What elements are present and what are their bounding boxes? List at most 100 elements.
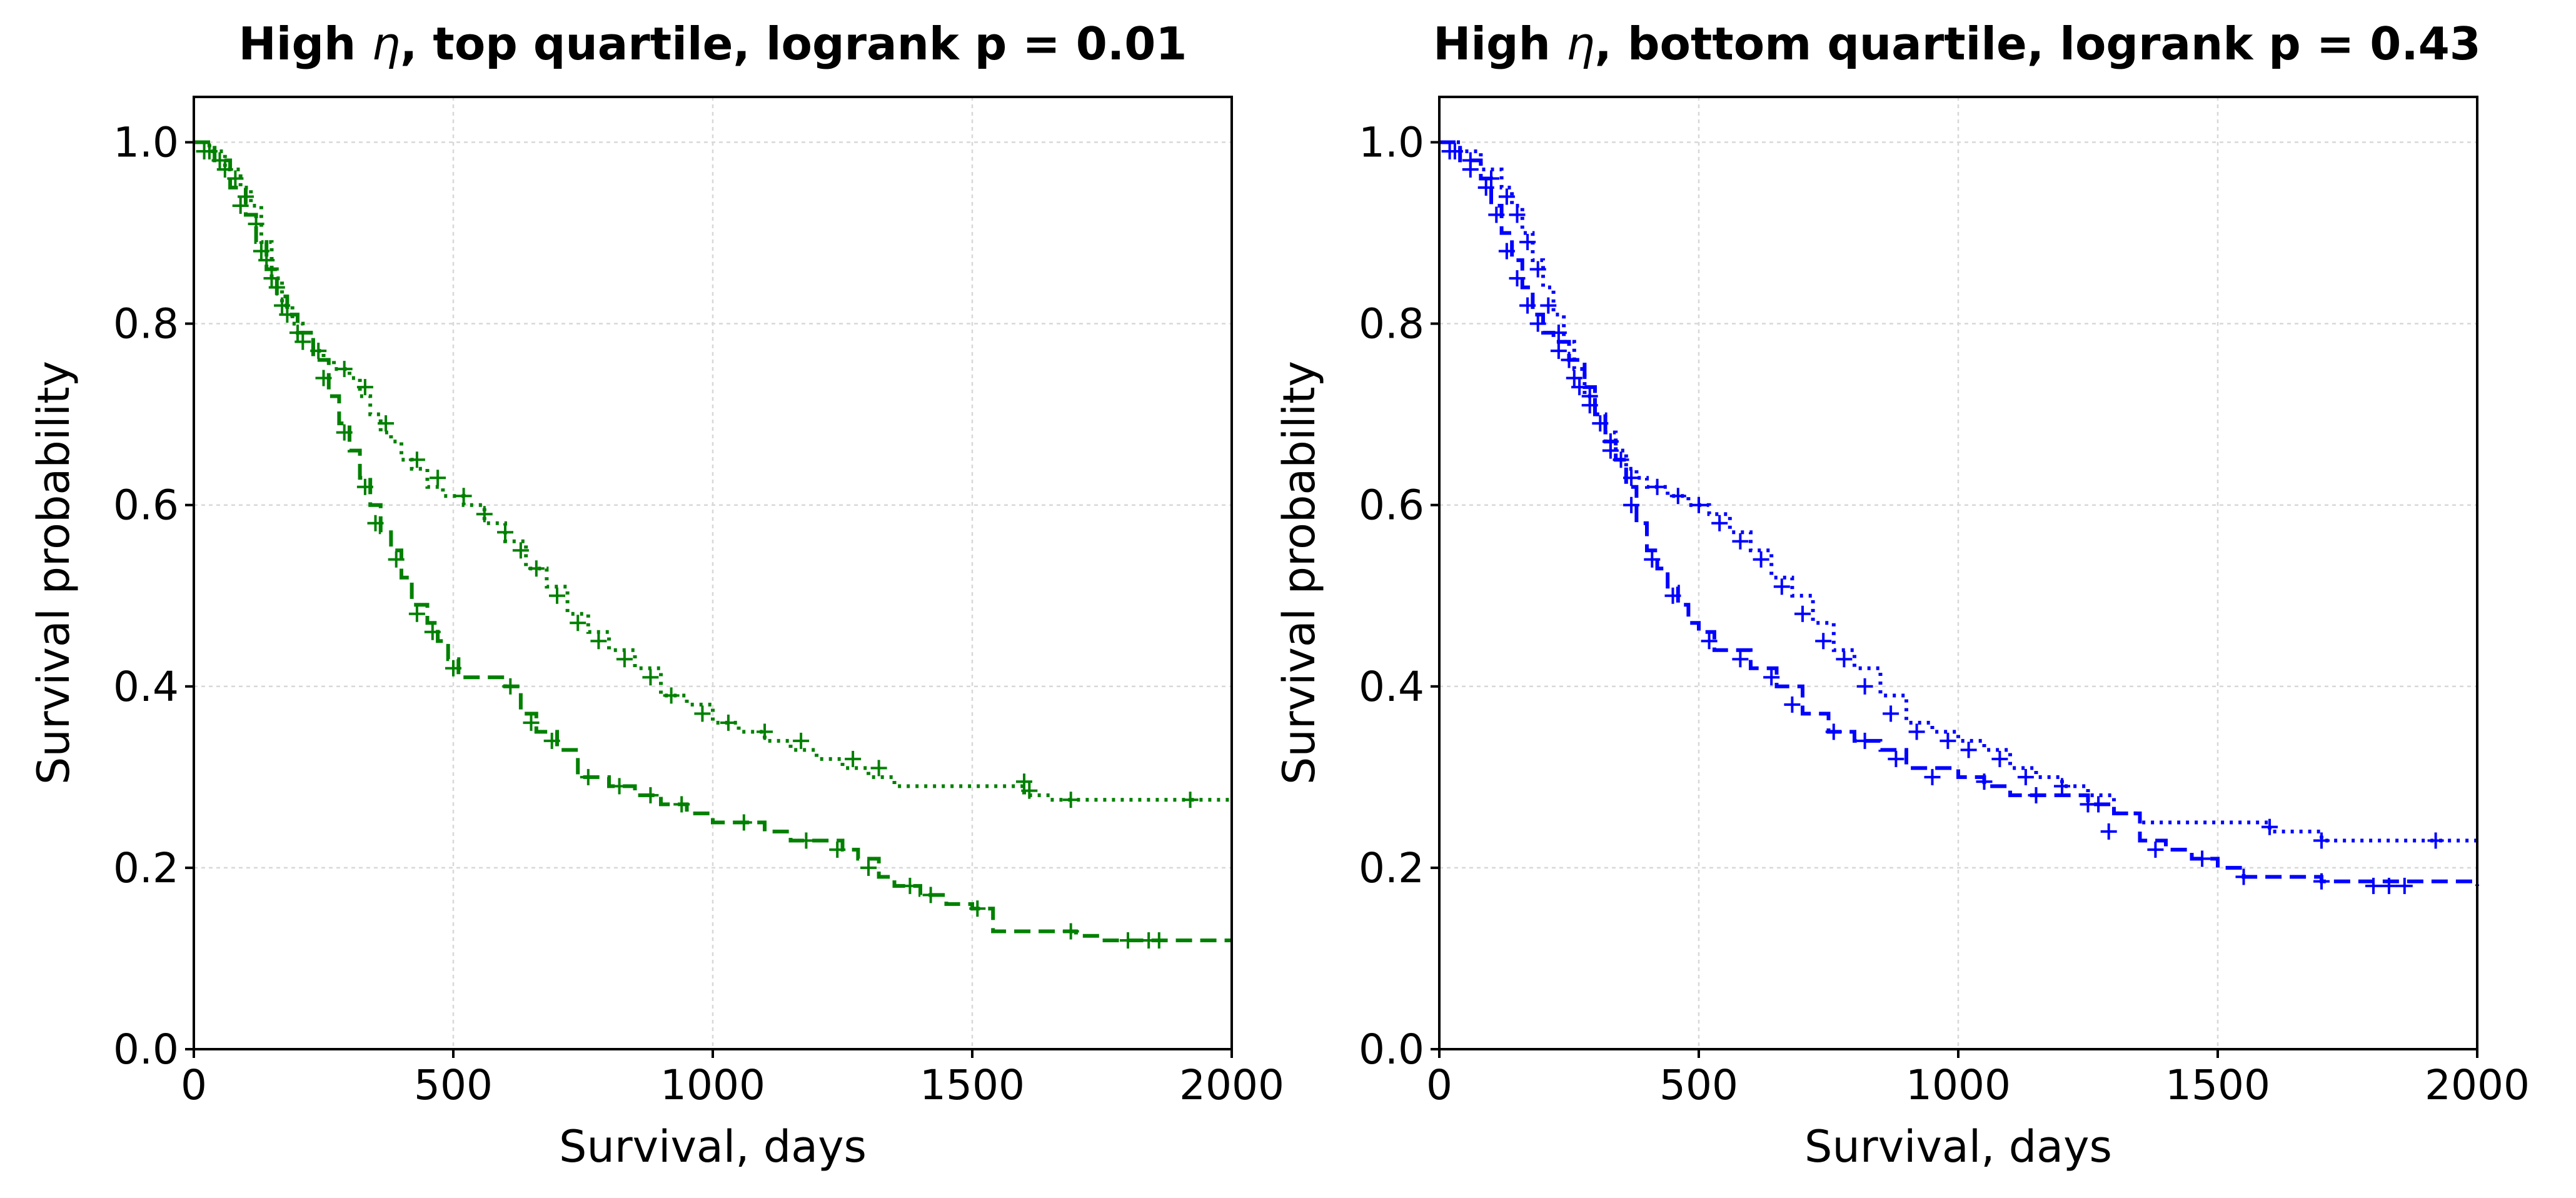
km-curve-dashed [1439, 140, 2479, 886]
x-tick-label: 500 [414, 1061, 493, 1109]
censor-mark [611, 778, 628, 795]
grid [193, 97, 1233, 1050]
censor-mark [1644, 551, 1661, 568]
censor-mark [1509, 270, 1526, 287]
ticks: 0 500 1000 1500 2000 0.0 0.2 0.4 0.6 0.8 1.0 [1359, 119, 2530, 1109]
censor-mark [1924, 768, 1941, 785]
censor-mark [1908, 723, 1925, 740]
censor-mark [642, 669, 659, 686]
censor-mark [793, 732, 810, 749]
censor-mark [1062, 792, 1079, 808]
censor-mark [1888, 750, 1904, 767]
censor-mark [455, 488, 472, 505]
x-tick-label: 1000 [1906, 1061, 2011, 1109]
censor-mark [388, 551, 405, 568]
censor-mark [315, 370, 332, 386]
censor-mark [274, 297, 291, 314]
censor-mark [1763, 669, 1780, 686]
censor-mark [1509, 206, 1526, 223]
censor-mark [1602, 442, 1619, 459]
y-tick-label: 0.8 [113, 300, 179, 348]
y-tick-label: 0.4 [113, 663, 179, 711]
x-tick-label: 500 [1659, 1061, 1738, 1109]
censor-mark [2194, 850, 2211, 867]
censor-mark [1519, 297, 1536, 314]
censor-mark [1519, 234, 1536, 251]
censor-mark [356, 478, 373, 495]
censor-mark [1120, 932, 1136, 949]
y-tick-label: 0.6 [113, 481, 179, 530]
censor-mark [673, 796, 690, 813]
censor-mark [1498, 188, 1515, 205]
x-tick-label: 1500 [920, 1061, 1025, 1109]
censor-mark [2147, 841, 2164, 858]
censor-mark [1883, 705, 1899, 722]
censor-mark [1021, 782, 1038, 799]
censor-mark [1462, 161, 1479, 178]
x-tick-label: 0 [1426, 1061, 1452, 1109]
y-tick-label: 0.4 [1359, 663, 1424, 711]
censor-mark [1062, 923, 1079, 940]
censor-mark [1477, 179, 1494, 196]
panel-title: High η, bottom quartile, logrank p = 0.4… [1433, 18, 2481, 70]
censor-mark [2396, 877, 2413, 894]
censor-mark [860, 859, 877, 876]
censor-mark [870, 760, 887, 777]
censor-mark [570, 615, 586, 632]
km-curve-dashed [194, 140, 1232, 942]
censor-mark [720, 714, 737, 731]
censor-mark [1773, 578, 1790, 595]
x-tick-label: 1000 [660, 1061, 765, 1109]
censor-mark [227, 170, 244, 187]
censor-mark [232, 198, 249, 214]
censor-mark [1856, 732, 1873, 749]
censor-mark [336, 361, 353, 378]
censor-mark [663, 687, 680, 704]
censor-mark [1732, 533, 1749, 550]
censor-mark [528, 560, 545, 577]
x-tick-label: 1500 [2165, 1061, 2270, 1109]
censor-mark [1498, 243, 1515, 259]
y-tick-label: 0.2 [1359, 844, 1424, 892]
censor-mark [1825, 723, 1842, 740]
censor-mark [543, 732, 560, 749]
censor-mark [922, 887, 939, 904]
censor-mark [902, 877, 918, 894]
censor-mark [1623, 496, 1640, 513]
censor-mark [1016, 773, 1032, 790]
censor-mark [1446, 143, 1463, 160]
censor-mark [798, 832, 815, 849]
grid [1438, 97, 2478, 1050]
censor-mark [445, 660, 461, 677]
censor-mark [1960, 742, 1977, 758]
censor-mark [1991, 750, 2008, 767]
censor-mark [2054, 778, 2070, 795]
censor-mark [2427, 832, 2444, 849]
censor-mark [2313, 873, 2330, 890]
censor-mark [1488, 206, 1505, 223]
censor-mark [616, 651, 633, 668]
y-tick-label: 0.6 [1359, 481, 1424, 530]
censor-mark [590, 633, 607, 650]
y-tick-label: 1.0 [1359, 119, 1424, 167]
y-axis-label: Survival probability [28, 361, 79, 785]
censor-mark [2235, 868, 2252, 885]
x-axis-label: Survival, days [559, 1121, 867, 1172]
censor-mark [1664, 587, 1681, 604]
censor-mark [2313, 832, 2330, 849]
censor-mark [1940, 732, 1956, 749]
x-tick-label: 2000 [1179, 1061, 1284, 1109]
km-panel-bottom-quartile: High η, bottom quartile, logrank p = 0.4… [1274, 18, 2530, 1172]
censor-mark [1815, 633, 1832, 650]
censor-mark [1529, 315, 1546, 332]
km-curve-dotted [1439, 140, 2477, 843]
censor-mark [497, 524, 513, 541]
censor-mark [502, 678, 519, 695]
censor-mark [694, 705, 711, 722]
censor-mark [476, 506, 493, 523]
censor-mark [1753, 551, 1769, 568]
censor-mark [1182, 792, 1199, 808]
censor-mark [523, 714, 540, 731]
x-tick-label: 2000 [2425, 1061, 2530, 1109]
censor-mark [1711, 515, 1728, 531]
